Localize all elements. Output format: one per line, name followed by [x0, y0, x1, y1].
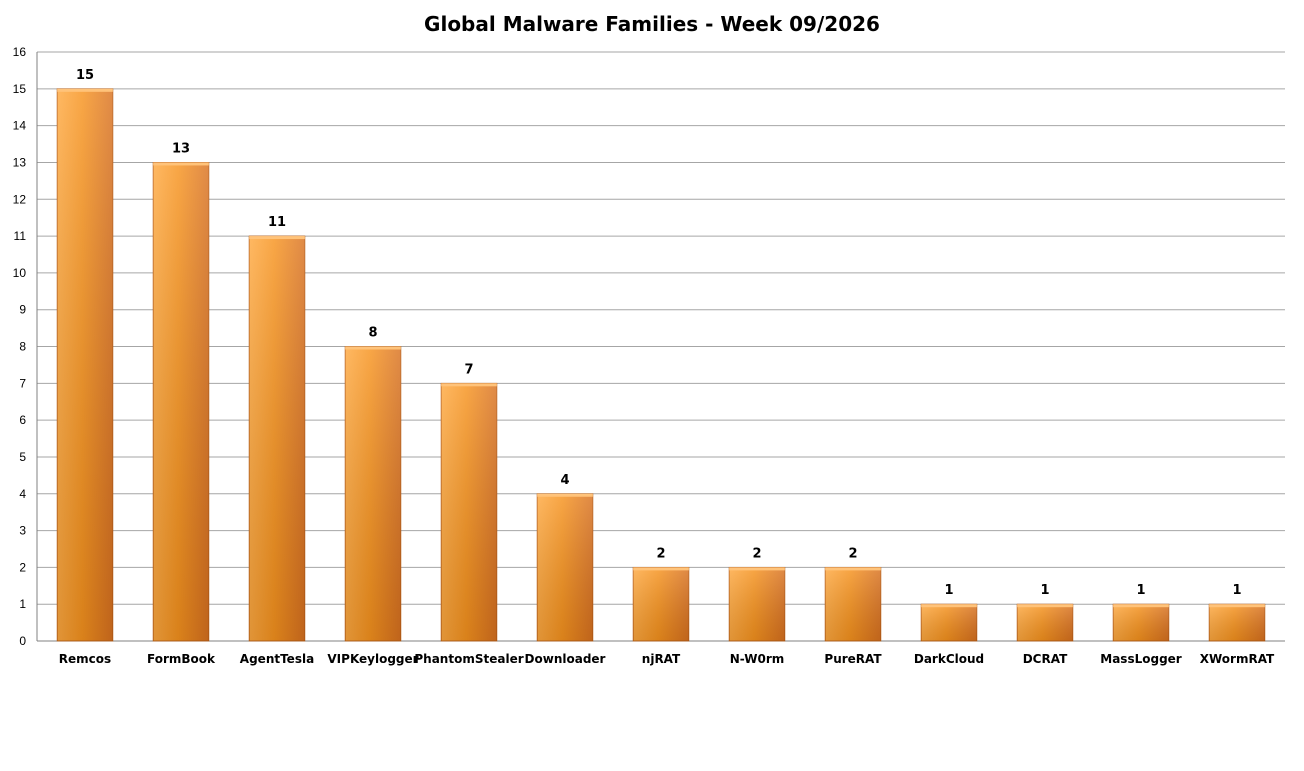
- data-label: 2: [752, 546, 761, 561]
- bar-shade: [1113, 604, 1169, 641]
- y-tick-label: 13: [13, 155, 27, 169]
- data-label: 4: [560, 473, 569, 488]
- bars: [56, 88, 1266, 642]
- x-category-label: MassLogger: [1100, 652, 1182, 666]
- x-category-label: Remcos: [59, 652, 111, 666]
- y-tick-label: 12: [13, 192, 27, 206]
- bar-shade: [441, 383, 497, 641]
- bar-shade: [249, 236, 305, 641]
- bar-cap: [1017, 604, 1073, 608]
- y-tick-label: 4: [19, 487, 26, 501]
- data-label: 7: [464, 362, 473, 377]
- bar-cap: [921, 604, 977, 608]
- data-label: 15: [76, 68, 94, 83]
- bar-shade: [825, 567, 881, 641]
- y-tick-label: 7: [19, 376, 26, 390]
- bar-shade: [57, 88, 113, 641]
- data-label: 1: [1040, 583, 1049, 598]
- y-tick-label: 10: [13, 266, 27, 280]
- data-label: 1: [1232, 583, 1241, 598]
- y-tick-label: 3: [19, 524, 26, 538]
- data-label: 2: [848, 546, 857, 561]
- bar-shade: [153, 162, 209, 641]
- data-label: 11: [268, 215, 286, 230]
- bar-shade: [1209, 604, 1265, 641]
- chart-title: Global Malware Families - Week 09/2026: [424, 12, 880, 36]
- data-label: 1: [1136, 583, 1145, 598]
- gridlines: [36, 51, 1285, 642]
- y-tick-label: 6: [19, 413, 26, 427]
- data-label: 13: [172, 141, 190, 156]
- y-tick-label: 1: [19, 597, 26, 611]
- bar-cap: [633, 567, 689, 571]
- x-category-label: Downloader: [525, 652, 606, 666]
- y-tick-label: 11: [14, 229, 27, 243]
- y-tick-label: 14: [13, 119, 27, 133]
- x-category-label: N-W0rm: [730, 652, 785, 666]
- data-label: 1: [944, 583, 953, 598]
- bar-cap: [57, 88, 113, 92]
- bar-cap: [1209, 604, 1265, 608]
- x-category-label: DarkCloud: [914, 652, 984, 666]
- y-tick-label: 8: [19, 340, 26, 354]
- bar-cap: [537, 493, 593, 497]
- y-tick-label: 2: [19, 560, 26, 574]
- y-tick-label: 5: [19, 450, 26, 464]
- bar-cap: [441, 383, 497, 387]
- x-category-label: XWormRAT: [1200, 652, 1275, 666]
- data-label: 2: [656, 546, 665, 561]
- bar-shade: [921, 604, 977, 641]
- x-axis-categories: Remcos FormBook AgentTesla VIPKeyloggerPhan…: [59, 652, 1275, 666]
- x-category-label: PureRAT: [824, 652, 882, 666]
- x-category-label: FormBook: [147, 652, 216, 666]
- y-tick-label: 0: [19, 634, 26, 648]
- x-category-label: PhantomStealer: [414, 652, 523, 666]
- bar-shade: [537, 493, 593, 641]
- bar-shade: [1017, 604, 1073, 641]
- bar-shade: [729, 567, 785, 641]
- bar-cap: [153, 162, 209, 166]
- bar-cap: [729, 567, 785, 571]
- x-category-label: njRAT: [642, 652, 681, 666]
- y-tick-label: 9: [19, 303, 26, 317]
- x-category-label: VIPKeylogger: [327, 652, 418, 666]
- x-category-label: DCRAT: [1023, 652, 1068, 666]
- data-label: 8: [368, 326, 377, 341]
- bar-cap: [249, 236, 305, 240]
- bar-cap: [345, 346, 401, 350]
- bar-shade: [633, 567, 689, 641]
- bar-cap: [825, 567, 881, 571]
- bar-cap: [1113, 604, 1169, 608]
- bar-shade: [345, 346, 401, 641]
- x-category-label: AgentTesla: [240, 652, 314, 666]
- y-tick-label: 15: [13, 82, 27, 96]
- y-tick-label: 16: [13, 45, 27, 59]
